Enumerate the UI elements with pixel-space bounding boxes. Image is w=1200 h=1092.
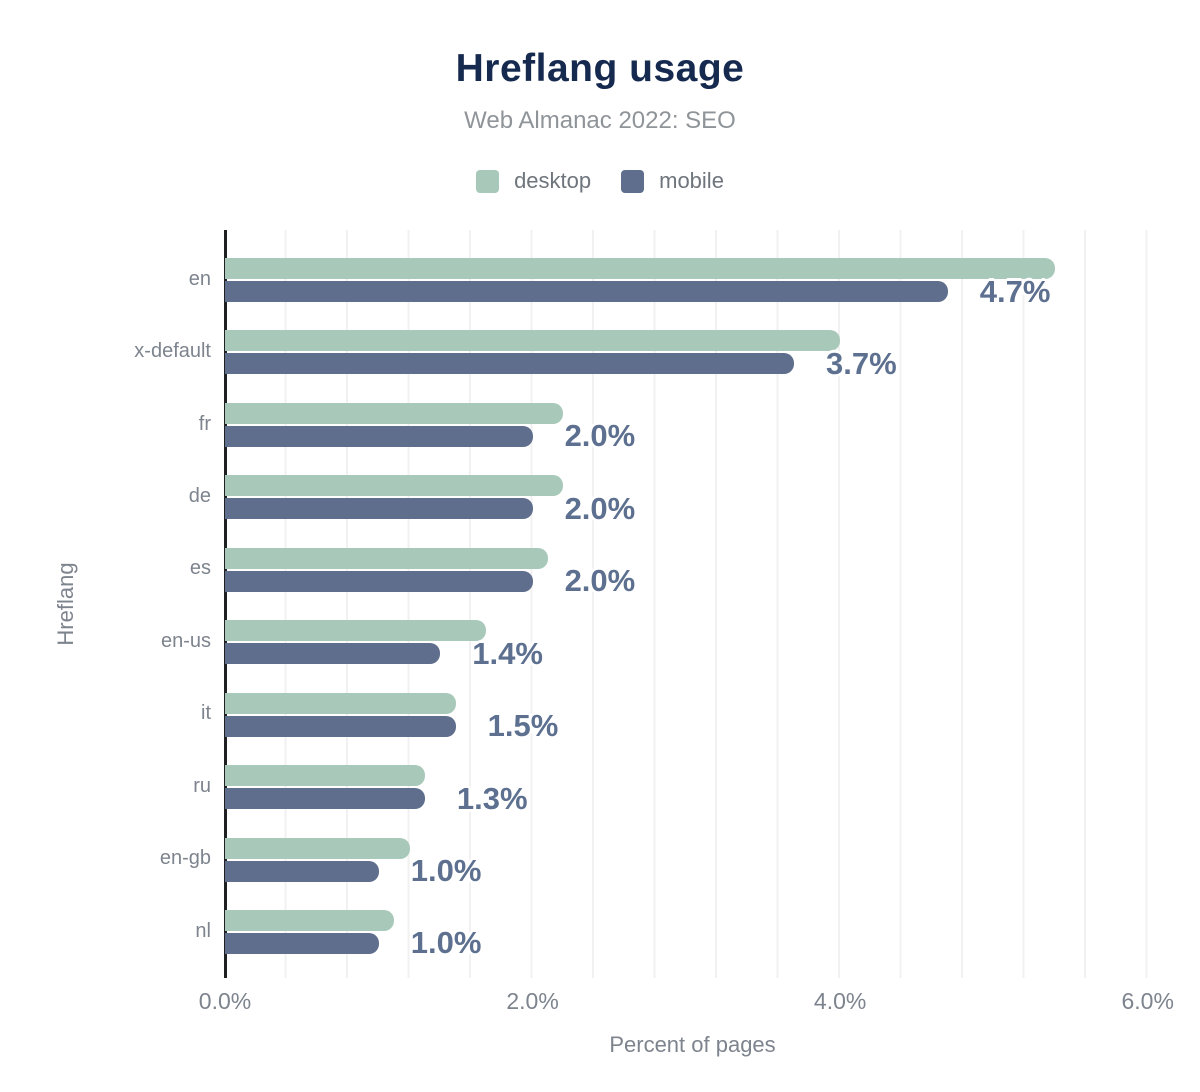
legend-label-desktop: desktop <box>514 168 592 193</box>
bar-mobile-es[interactable] <box>225 570 533 592</box>
bar-mobile-x-default[interactable] <box>225 353 794 375</box>
bar-desktop-de[interactable] <box>225 475 564 497</box>
bar-group-it: it 1.5% <box>201 678 1160 750</box>
bar-desktop-x-default[interactable] <box>225 330 841 352</box>
bar-mobile-ru[interactable] <box>225 788 425 810</box>
bar-desktop-fr[interactable] <box>225 402 564 424</box>
bar-desktop-nl[interactable] <box>225 909 395 931</box>
legend-item-mobile: mobile <box>621 168 724 194</box>
category-label-en-gb: en-gb <box>159 847 211 870</box>
value-label-de: 2.0% <box>564 490 636 526</box>
category-label-ru: ru <box>193 774 211 797</box>
bar-mobile-nl[interactable] <box>225 932 379 954</box>
x-tick-4.0%: 4.0% <box>813 988 867 1014</box>
bar-mobile-de[interactable] <box>225 498 533 520</box>
bar-mobile-en-us[interactable] <box>225 643 441 665</box>
category-label-x-default: x-default <box>134 340 211 363</box>
x-tick-0.0%: 0.0% <box>198 988 252 1014</box>
value-label-ru: 1.3% <box>456 780 528 816</box>
category-label-it: it <box>201 702 211 725</box>
category-label-es: es <box>189 557 211 580</box>
x-axis-title: Percent of pages <box>609 1032 776 1057</box>
value-label-en: 4.7% <box>979 273 1051 309</box>
category-label-en-us: en-us <box>160 629 211 652</box>
x-tick-2.0%: 2.0% <box>506 988 559 1014</box>
bar-group-fr: fr 2.0% <box>199 388 1160 460</box>
chart-title: Hreflang usage <box>455 47 745 90</box>
bar-desktop-ru[interactable] <box>225 765 425 787</box>
category-label-en: en <box>188 267 211 290</box>
bar-group-en: en 4.7% <box>189 243 1160 315</box>
value-label-fr: 2.0% <box>564 418 636 454</box>
chart-subtitle: Web Almanac 2022: SEO <box>464 107 736 134</box>
legend-swatch-desktop <box>476 169 500 193</box>
bar-group-ru: ru 1.3% <box>193 750 1160 822</box>
bar-group-en-us: en-us 1.4% <box>161 605 1160 677</box>
legend-label-mobile: mobile <box>659 168 724 193</box>
plot-area: en 4.7% x-default 3.7% fr 2.0% de 2.0% es 2.0% en-… <box>134 230 1160 978</box>
bar-group-en-gb: en-gb 1.0% <box>160 823 1160 895</box>
value-label-en-gb: 1.0% <box>410 853 482 888</box>
bar-mobile-en-gb[interactable] <box>225 860 379 882</box>
legend: desktop mobile <box>0 168 1200 194</box>
bar-desktop-it[interactable] <box>225 692 456 714</box>
bar-mobile-it[interactable] <box>225 715 456 737</box>
value-label-x-default: 3.7% <box>825 345 897 381</box>
bar-group-x-default: x-default 3.7% <box>134 315 1160 387</box>
bar-desktop-en-us[interactable] <box>225 620 487 642</box>
value-label-en-us: 1.4% <box>472 635 543 671</box>
x-tick-6.0%: 6.0% <box>1121 988 1174 1014</box>
value-label-it: 1.5% <box>487 708 559 744</box>
x-axis-ticks: 0.0% 2.0% 4.0% 6.0% <box>0 988 1200 1014</box>
value-label-nl: 1.0% <box>410 925 482 961</box>
legend-swatch-mobile <box>621 169 645 193</box>
value-label-es: 2.0% <box>564 563 636 599</box>
bar-desktop-en-gb[interactable] <box>225 837 410 859</box>
category-label-fr: fr <box>198 412 211 435</box>
bar-group-es: es 2.0% <box>190 533 1160 605</box>
category-label-de: de <box>188 485 211 508</box>
category-label-nl: nl <box>195 919 211 942</box>
bar-mobile-fr[interactable] <box>225 425 533 447</box>
legend-item-desktop: desktop <box>476 168 591 194</box>
bar-desktop-es[interactable] <box>225 547 548 569</box>
bar-group-de: de 2.0% <box>189 460 1160 532</box>
bar-desktop-en[interactable] <box>225 258 1056 279</box>
bar-mobile-en[interactable] <box>225 281 948 302</box>
bar-rows: en 4.7% x-default 3.7% fr 2.0% de 2.0% es 2.0% en-… <box>134 243 1160 967</box>
bar-group-nl: nl 1.0% <box>195 895 1160 967</box>
y-axis-title: Hreflang <box>53 562 78 646</box>
